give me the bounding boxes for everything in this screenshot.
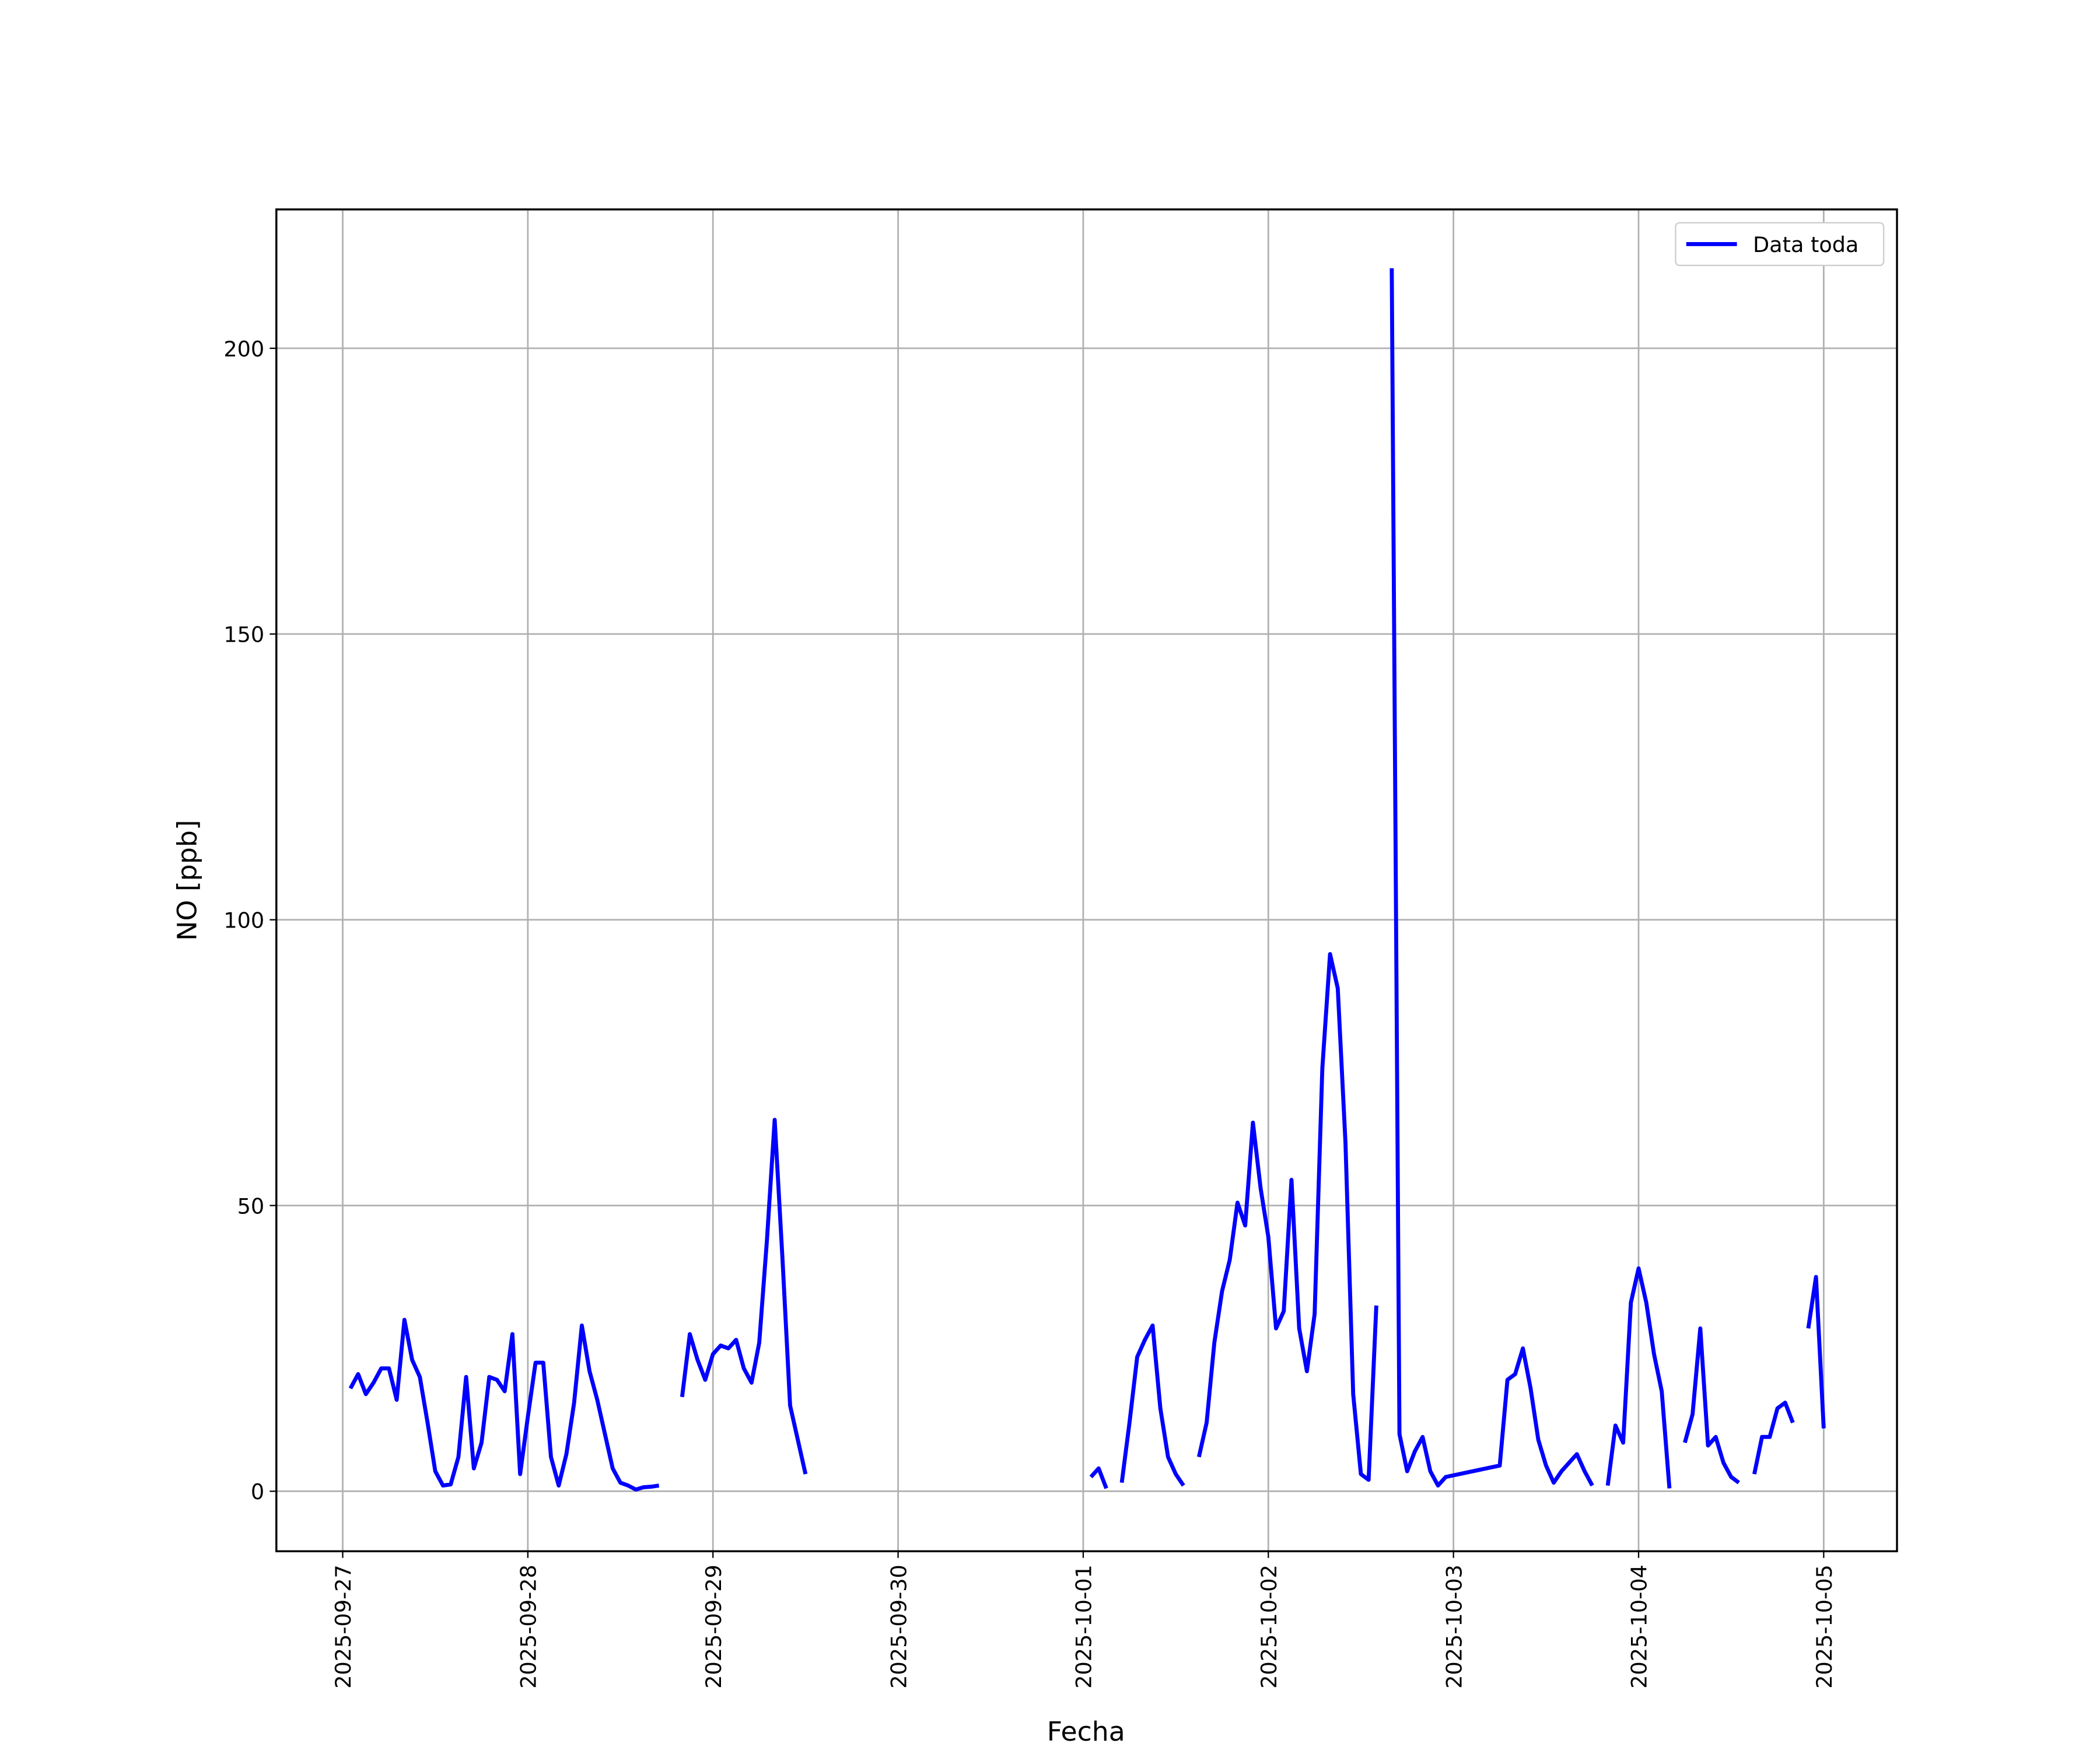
x-tick-label: 2025-09-30 bbox=[886, 1564, 911, 1689]
y-tick-label: 200 bbox=[223, 337, 264, 362]
x-tick-label: 2025-09-28 bbox=[516, 1564, 541, 1689]
x-axis-label: Fecha bbox=[1047, 1716, 1125, 1747]
y-tick-label: 50 bbox=[237, 1194, 265, 1219]
x-tick-label: 2025-09-27 bbox=[331, 1564, 356, 1689]
x-tick-label: 2025-10-04 bbox=[1627, 1564, 1652, 1689]
x-tick-label: 2025-10-01 bbox=[1072, 1564, 1097, 1689]
data-line bbox=[348, 268, 1826, 1492]
y-axis-label: NO [ppb] bbox=[172, 820, 203, 940]
x-tick-label: 2025-10-03 bbox=[1441, 1564, 1466, 1689]
legend-label: Data toda bbox=[1753, 232, 1859, 257]
y-tick-label: 0 bbox=[251, 1479, 264, 1504]
x-tick-label: 2025-10-02 bbox=[1256, 1564, 1282, 1689]
plot-frame bbox=[275, 208, 1898, 1553]
y-tick-label: 150 bbox=[223, 622, 264, 648]
y-tick-label: 100 bbox=[223, 908, 264, 933]
legend-box bbox=[1675, 222, 1885, 267]
x-tick-label: 2025-10-05 bbox=[1812, 1564, 1837, 1689]
x-tick-label: 2025-09-29 bbox=[701, 1564, 726, 1689]
